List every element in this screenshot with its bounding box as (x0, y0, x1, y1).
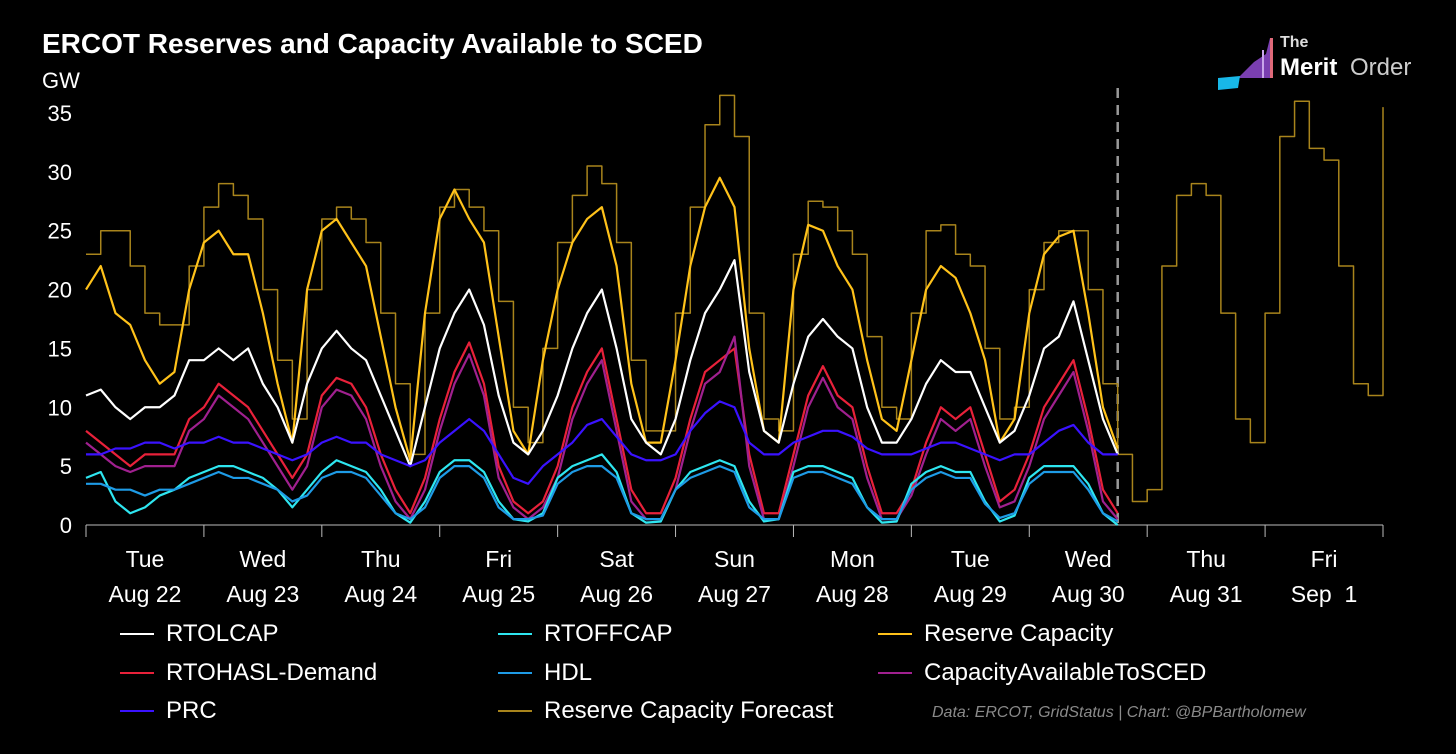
x-tick-label-date: Aug 23 (226, 581, 299, 607)
x-tick-label-date: Aug 26 (580, 581, 653, 607)
logo-text-the: The (1280, 34, 1309, 51)
x-tick-label-date: Aug 29 (934, 581, 1007, 607)
x-tick-label-day: Mon (830, 546, 875, 572)
legend-label: RTOHASL-Demand (166, 659, 378, 686)
y-axis-unit: GW (42, 68, 80, 93)
y-tick-label: 15 (48, 336, 72, 361)
series-line-rtoffcap (85, 453, 1119, 526)
x-tick-label-day: Thu (361, 546, 401, 572)
legend-label: CapacityAvailableToSCED (924, 659, 1207, 686)
legend-label: RTOFFCAP (544, 620, 673, 647)
legend-label: HDL (544, 659, 593, 686)
data-credit: Data: ERCOT, GridStatus | Chart: @BPBart… (932, 704, 1306, 721)
legend-item: CapacityAvailableToSCED (878, 659, 1206, 687)
x-tick-label-date: Aug 27 (698, 581, 771, 607)
legend-swatch (878, 672, 912, 674)
series-line-reserve-capacity-forecast (86, 94, 1384, 503)
y-tick-label: 25 (48, 219, 72, 244)
x-tick-label-day: Tue (126, 546, 165, 572)
legend-swatch (498, 633, 532, 635)
legend-swatch (120, 672, 154, 674)
y-tick-label: 20 (48, 278, 72, 303)
legend-item: RTOLCAP (120, 620, 279, 648)
series-line-capacityavailabletosced (85, 335, 1119, 521)
x-tick-label-day: Sun (714, 546, 755, 572)
y-tick-label: 10 (48, 395, 72, 420)
series-line-rtohasl-demand (85, 341, 1119, 515)
x-tick-label-day: Fri (485, 546, 512, 572)
x-tick-label-day: Wed (1065, 546, 1112, 572)
logo-bars-icon (1218, 38, 1273, 90)
series-line-hdl (86, 465, 1119, 523)
legend-swatch (120, 710, 154, 712)
merit-order-logo: The Merit Order (1218, 34, 1428, 94)
x-tick-label-date: Sep 1 (1291, 581, 1358, 607)
legend-item: RTOHASL-Demand (120, 659, 377, 687)
y-tick-label: 35 (48, 101, 72, 126)
legend-label: PRC (166, 697, 217, 724)
series-line-rtolcap (85, 259, 1119, 468)
legend-swatch (498, 672, 532, 674)
legend-item: RTOFFCAP (498, 620, 672, 648)
legend-label: RTOLCAP (166, 620, 279, 647)
x-tick-label-date: Aug 25 (462, 581, 535, 607)
x-tick-label-date: Aug 22 (109, 581, 182, 607)
x-tick-label-date: Aug 30 (1052, 581, 1125, 607)
x-tick-label-day: Tue (951, 546, 990, 572)
chart-title: ERCOT Reserves and Capacity Available to… (42, 28, 703, 59)
x-tick-label-day: Wed (239, 546, 286, 572)
x-tick-label-day: Thu (1186, 546, 1226, 572)
legend-item: Reserve Capacity (878, 620, 1113, 648)
series-line-prc (86, 400, 1118, 485)
legend-swatch (878, 633, 912, 635)
x-tick-label-day: Sat (599, 546, 634, 572)
logo-text-order: Order (1350, 54, 1412, 81)
y-tick-label: 5 (60, 454, 72, 479)
legend-item: PRC (120, 697, 217, 725)
legend-label: Reserve Capacity (924, 620, 1114, 647)
legend-label: Reserve Capacity Forecast (544, 697, 834, 724)
y-tick-label: 30 (48, 160, 72, 185)
legend-swatch (498, 710, 532, 712)
x-tick-label-day: Fri (1311, 546, 1338, 572)
x-tick-label-date: Aug 24 (344, 581, 417, 607)
y-tick-label: 0 (60, 513, 72, 538)
series-line-reserve-capacity (85, 176, 1119, 462)
x-tick-label-date: Aug 31 (1170, 581, 1243, 607)
legend-item: HDL (498, 659, 592, 687)
legend-swatch (120, 633, 154, 635)
logo-text-merit: Merit (1280, 54, 1338, 81)
x-tick-label-date: Aug 28 (816, 581, 889, 607)
legend-item: Reserve Capacity Forecast (498, 697, 833, 725)
